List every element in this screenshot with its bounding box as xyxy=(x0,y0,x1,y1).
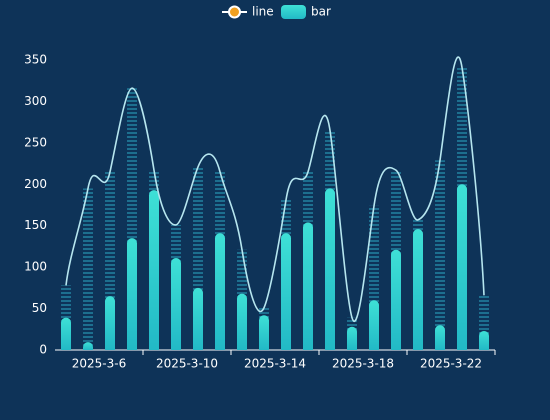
bar xyxy=(83,342,93,350)
striped-bar xyxy=(369,205,379,350)
bar xyxy=(215,233,225,350)
striped-bar xyxy=(479,295,489,350)
x-tick-label: 2025-3-10 xyxy=(156,357,218,371)
striped-bar xyxy=(127,88,137,351)
y-tick-label: 150 xyxy=(24,218,47,232)
bar xyxy=(391,249,401,350)
bar xyxy=(193,287,203,350)
legend-dot xyxy=(228,5,241,19)
bar xyxy=(281,233,291,350)
bar xyxy=(457,184,467,350)
bar xyxy=(303,222,313,350)
legend-label: line xyxy=(252,5,274,19)
legend-box xyxy=(281,5,306,19)
striped-bar xyxy=(435,160,445,350)
x-tick-label: 2025-3-14 xyxy=(244,357,306,371)
bar xyxy=(149,190,159,350)
bar xyxy=(61,317,71,350)
x-tick-label: 2025-3-22 xyxy=(420,357,482,371)
x-tick-label: 2025-3-6 xyxy=(72,357,126,371)
y-tick-label: 200 xyxy=(24,177,47,191)
bar xyxy=(325,188,335,350)
bar xyxy=(347,326,357,350)
bar xyxy=(259,315,269,350)
y-tick-label: 50 xyxy=(32,301,47,315)
bar xyxy=(479,330,489,350)
y-tick-label: 0 xyxy=(39,343,47,357)
bar xyxy=(105,296,115,350)
bar xyxy=(171,258,181,350)
bar xyxy=(237,293,247,350)
striped-bar xyxy=(193,166,203,350)
bar xyxy=(435,325,445,350)
x-tick-label: 2025-3-18 xyxy=(332,357,394,371)
y-tick-label: 250 xyxy=(24,135,47,149)
y-tick-label: 350 xyxy=(24,53,47,67)
line xyxy=(65,56,485,322)
y-tick-label: 300 xyxy=(24,94,47,108)
bar xyxy=(127,238,137,350)
striped-bar xyxy=(105,171,115,350)
bar xyxy=(369,300,379,350)
striped-bar xyxy=(83,188,93,350)
y-tick-label: 100 xyxy=(24,260,47,274)
legend-label: bar xyxy=(311,5,331,19)
bar xyxy=(413,229,423,350)
